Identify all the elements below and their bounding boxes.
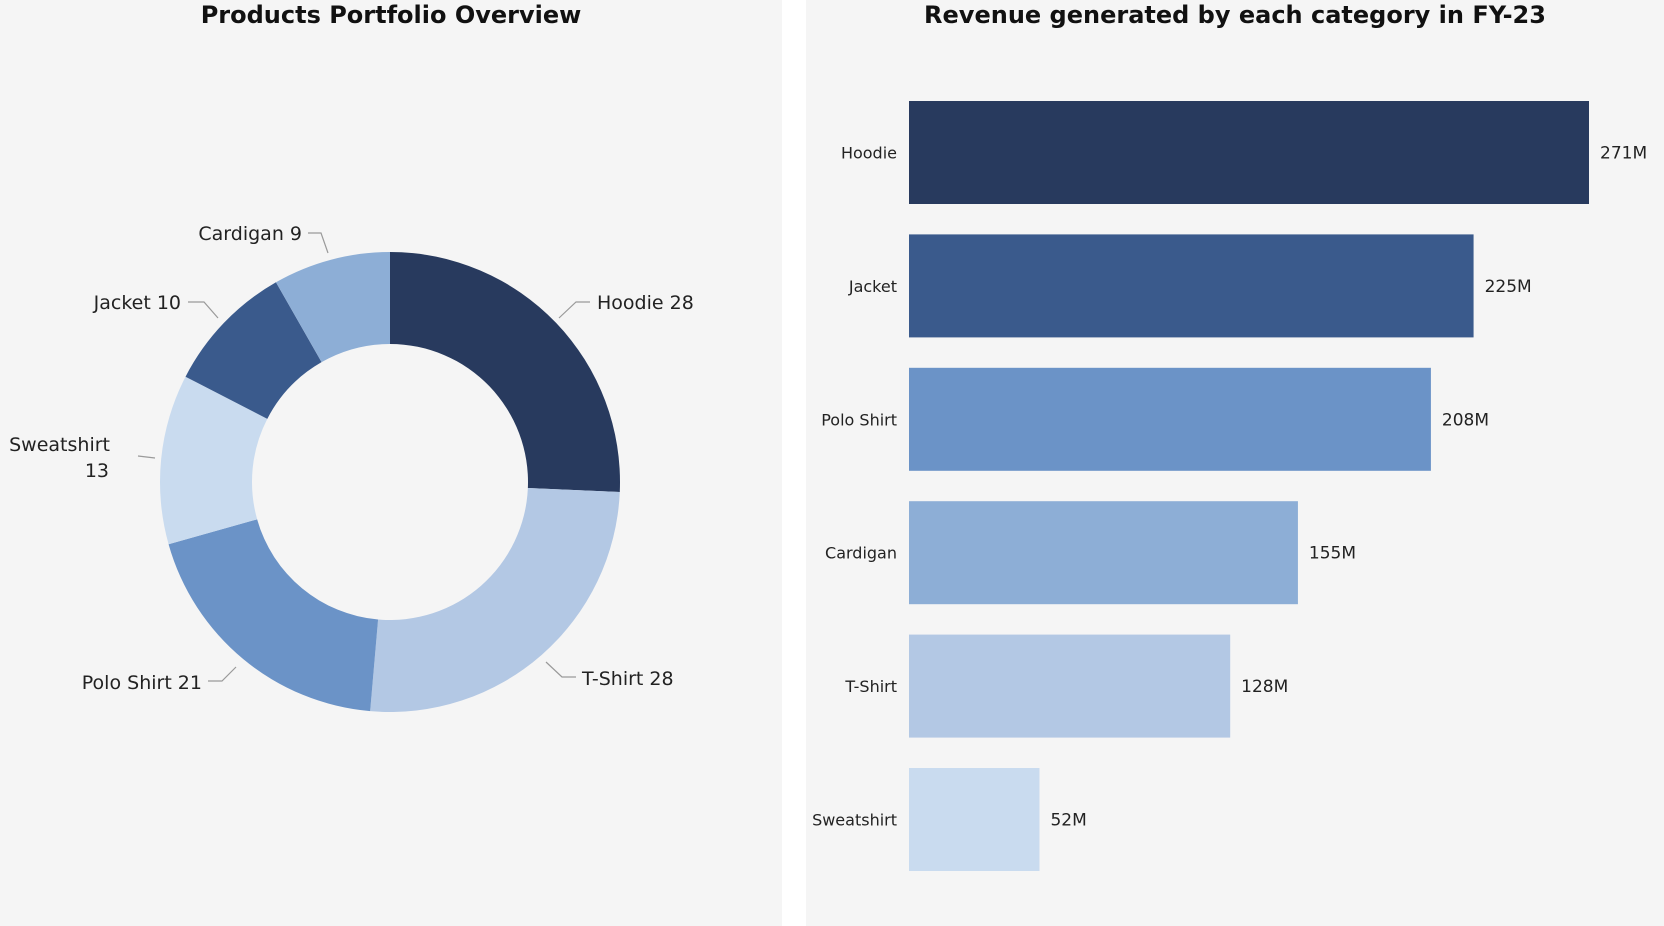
- bar-polo-shirt: [909, 367, 1431, 471]
- leader-line: [558, 301, 590, 319]
- bar-sweatshirt: [909, 768, 1040, 871]
- donut-slice-jacket: [185, 282, 322, 419]
- donut-slice-sweatshirt: [159, 376, 268, 545]
- category-label: Cardigan: [825, 544, 897, 563]
- donut-chart: Hoodie 28 T-Shirt 28 Polo Shirt 21 Sweatshi…: [9, 223, 694, 712]
- donut-data-label: Cardigan 9: [198, 223, 302, 245]
- bar-t-shirt: [909, 634, 1231, 738]
- bar-hoodie: [909, 101, 1589, 204]
- donut-slice-t-shirt: [370, 487, 620, 712]
- donut-data-label: Hoodie 28: [597, 292, 694, 314]
- bar-chart-title: Revenue generated by each category in FY…: [924, 1, 1546, 29]
- donut-data-label: Jacket 10: [93, 292, 181, 314]
- leader-line: [208, 666, 237, 682]
- leader-line: [137, 455, 156, 459]
- leader-line: [188, 301, 219, 319]
- bar-chart: Hoodie 271M Jacket 225M Polo Shirt 208M Cardig…: [812, 101, 1647, 871]
- bar-value-label: 52M: [1050, 811, 1086, 831]
- donut-panel: Products Portfolio Overview Hoodie 28 T-S…: [0, 0, 782, 926]
- donut-chart-title: Products Portfolio Overview: [200, 1, 582, 29]
- bar-cardigan: [909, 501, 1298, 605]
- leader-line: [545, 661, 576, 678]
- category-label: Hoodie: [841, 144, 897, 163]
- bar-jacket: [909, 234, 1474, 338]
- leader-line: [308, 232, 329, 254]
- donut-data-label: 13: [85, 460, 109, 482]
- bar-value-label: 208M: [1442, 410, 1489, 430]
- bar-value-label: 225M: [1485, 277, 1532, 297]
- category-label: T-Shirt: [844, 677, 897, 696]
- bar-value-label: 128M: [1241, 677, 1288, 697]
- donut-slice-cardigan: [275, 252, 390, 363]
- category-label: Polo Shirt: [821, 410, 897, 429]
- bar-panel: Revenue generated by each category in FY…: [806, 0, 1664, 926]
- donut-data-label: T-Shirt 28: [581, 668, 674, 690]
- donut-data-label: Sweatshirt: [9, 434, 110, 456]
- category-label: Sweatshirt: [812, 811, 897, 830]
- donut-slice-polo-shirt: [168, 519, 379, 712]
- donut-data-label: Polo Shirt 21: [82, 672, 202, 694]
- donut-slice-hoodie: [390, 252, 620, 492]
- category-label: Jacket: [848, 277, 897, 296]
- bar-value-label: 155M: [1309, 544, 1356, 564]
- bar-value-label: 271M: [1600, 144, 1647, 164]
